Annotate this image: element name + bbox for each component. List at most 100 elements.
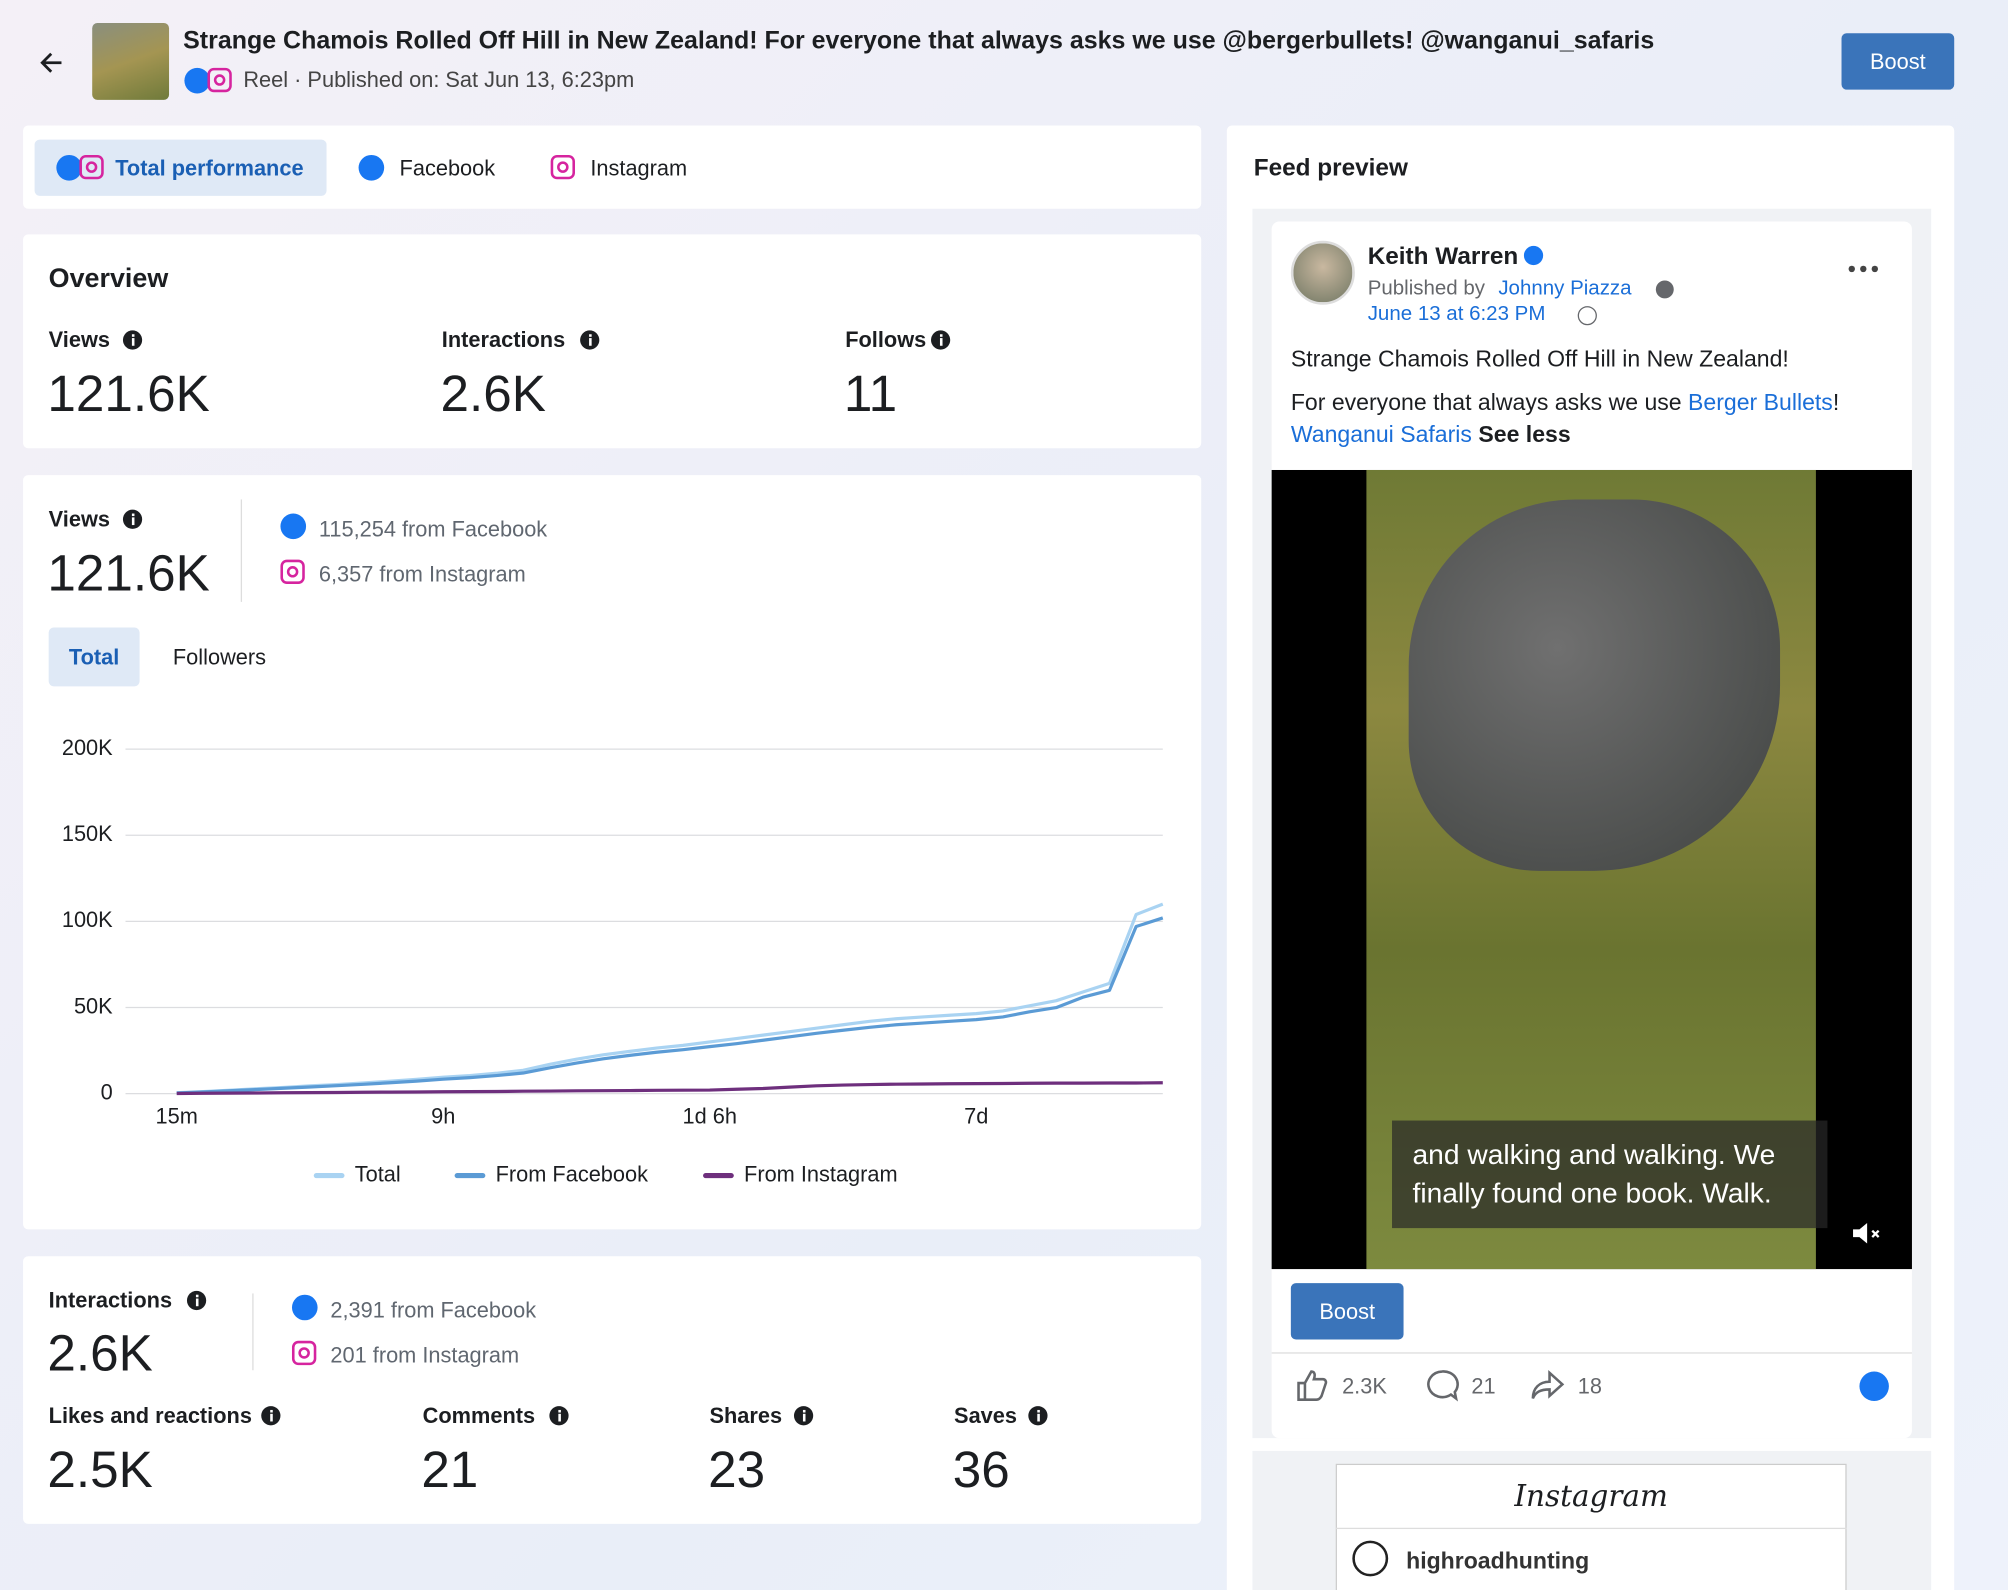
overview-card xyxy=(23,234,1202,449)
thumbnail xyxy=(92,23,170,100)
instagram-logo: Instagram xyxy=(1514,1480,1668,1514)
shares: 18 xyxy=(1577,1374,1602,1399)
info-icon[interactable] xyxy=(122,330,143,350)
y-tick-label: 50K xyxy=(74,993,113,1018)
x-tick-label: 15m xyxy=(156,1104,198,1129)
instagram-icon xyxy=(79,154,104,180)
instagram-icon xyxy=(550,154,575,180)
feed-title: Feed preview xyxy=(1253,154,1408,182)
comments: 21 xyxy=(1471,1374,1496,1399)
likes: 2.3K xyxy=(1342,1374,1387,1399)
ig-user: highroadhunting xyxy=(1406,1548,1590,1574)
metric-value: 121.6K xyxy=(47,366,210,423)
divider xyxy=(252,1293,254,1371)
share-icon[interactable] xyxy=(1530,1369,1566,1402)
boost-label: Boost xyxy=(1870,49,1926,75)
instagram-icon xyxy=(207,67,232,93)
caption-box xyxy=(1392,1120,1828,1229)
tab[interactable]: Total performance xyxy=(115,156,304,181)
more-menu[interactable] xyxy=(1844,259,1882,279)
info-icon[interactable] xyxy=(122,509,143,529)
info-icon[interactable] xyxy=(1028,1406,1048,1426)
x-tick-label: 9h xyxy=(431,1104,455,1129)
facebook-icon xyxy=(291,1294,318,1321)
x-tick-label: 7d xyxy=(964,1104,988,1129)
info-icon[interactable] xyxy=(261,1406,281,1426)
series-line xyxy=(176,902,1164,1095)
tab-selected[interactable] xyxy=(34,139,327,196)
overview-title: Overview xyxy=(48,263,169,294)
metric-label: Follows xyxy=(845,327,927,353)
ig-avatar xyxy=(1352,1540,1389,1577)
instagram-icon xyxy=(280,559,305,584)
instagram-preview xyxy=(1335,1463,1847,1590)
info-icon[interactable] xyxy=(931,330,951,350)
metric-label: Likes and reactions xyxy=(48,1403,252,1428)
published-by: Published by xyxy=(1367,277,1486,300)
see-less[interactable]: See less xyxy=(1478,421,1571,447)
views-card xyxy=(23,475,1202,1230)
toggle[interactable]: Total xyxy=(68,645,120,670)
metric-value: 2.6K xyxy=(440,366,546,423)
rock xyxy=(1408,499,1781,871)
facebook-icon xyxy=(56,154,82,181)
boost-button[interactable] xyxy=(1290,1283,1404,1340)
metric-label: Views xyxy=(48,327,110,353)
tab[interactable]: Facebook xyxy=(399,156,496,181)
interactions-card xyxy=(23,1256,1202,1524)
toggle[interactable]: Followers xyxy=(172,645,267,670)
post-text: For everyone that always asks we use Ber… xyxy=(1291,387,1899,451)
toggle-selected[interactable] xyxy=(48,627,140,687)
info-icon[interactable] xyxy=(186,1290,207,1311)
info-icon[interactable] xyxy=(793,1406,814,1426)
divider xyxy=(1271,1352,1912,1354)
y-tick-label: 0 xyxy=(101,1079,113,1104)
post-meta: Reel · Published on: Sat Jun 13, 6:23pm xyxy=(243,67,635,93)
metric-value: 21 xyxy=(421,1441,479,1499)
post-title: Strange Chamois Rolled Off Hill in New Z… xyxy=(183,26,1655,56)
metric-value: 36 xyxy=(952,1441,1010,1499)
post-line: Strange Chamois Rolled Off Hill in New Z… xyxy=(1290,345,1789,372)
interactions-label: Interactions xyxy=(48,1288,173,1313)
info-icon[interactable] xyxy=(549,1406,569,1426)
facebook-icon xyxy=(358,154,385,181)
legend-label: From Instagram xyxy=(744,1161,898,1186)
y-tick-label: 200K xyxy=(62,735,113,760)
facebook-interactions: 2,391 from Facebook xyxy=(330,1298,537,1323)
instagram-interactions: 201 from Instagram xyxy=(330,1343,520,1368)
facebook-icon xyxy=(184,67,211,94)
author[interactable]: Keith Warren xyxy=(1367,243,1519,271)
publisher[interactable]: Johnny Piazza xyxy=(1498,277,1632,300)
punct: ! xyxy=(1832,389,1840,415)
back-arrow[interactable] xyxy=(36,46,69,79)
post-date[interactable]: June 13 at 6:23 PM xyxy=(1367,303,1546,326)
globe-icon xyxy=(1577,306,1597,326)
boost-button[interactable] xyxy=(1841,33,1955,90)
facebook-icon xyxy=(280,513,307,540)
like-icon[interactable] xyxy=(1295,1369,1331,1402)
interactions-value: 2.6K xyxy=(47,1325,153,1382)
link[interactable]: Wanganui Safaris xyxy=(1290,421,1472,447)
caption: and walking and walking. We finally foun… xyxy=(1412,1138,1776,1209)
verified-badge xyxy=(1523,245,1544,266)
divider xyxy=(240,499,243,602)
link[interactable]: Berger Bullets xyxy=(1688,389,1833,415)
info-icon[interactable] xyxy=(580,330,600,350)
instagram-icon xyxy=(291,1340,317,1366)
metric-value: 2.5K xyxy=(47,1441,153,1499)
avatar xyxy=(1290,240,1355,305)
y-tick-label: 150K xyxy=(62,821,113,846)
mute-icon[interactable] xyxy=(1850,1219,1886,1247)
help-icon xyxy=(1655,280,1674,299)
facebook-views: 115,254 from Facebook xyxy=(318,517,548,542)
comment-icon[interactable] xyxy=(1424,1369,1460,1402)
series-line xyxy=(176,1081,1163,1096)
metric-value: 23 xyxy=(708,1441,766,1499)
reaction-badge xyxy=(1859,1371,1889,1401)
y-tick-label: 100K xyxy=(62,907,113,932)
metric-label: Shares xyxy=(709,1403,783,1428)
tab[interactable]: Instagram xyxy=(590,156,688,181)
